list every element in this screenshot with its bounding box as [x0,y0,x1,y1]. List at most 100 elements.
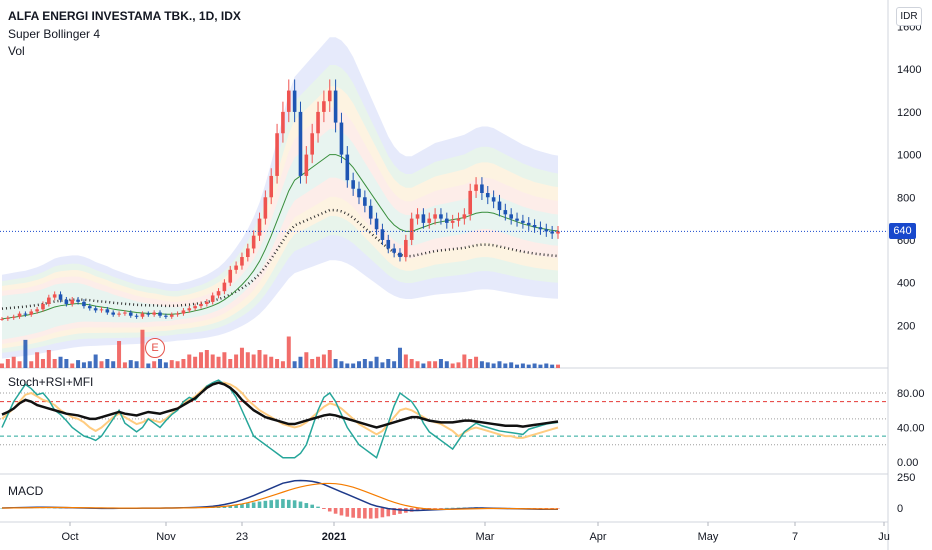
oscillator-panel-label[interactable]: Stoch+RSI+MFI [8,375,94,389]
volume-bar [357,361,362,368]
oscillator-axis-tick-label: 40.00 [897,423,925,435]
candle-body [0,318,4,320]
symbol-title[interactable]: ALFA ENERGI INVESTAMA TBK., 1D, IDX [8,9,241,23]
candle-body [327,90,332,102]
oscillator-axis-tick-label: 80.00 [897,388,925,400]
candle-body [445,218,449,223]
candle-body [351,180,355,189]
volume-bar [298,356,303,368]
candle-body [87,306,92,309]
time-axis-tick-label: Nov [156,531,176,543]
macd-histogram-bar [357,508,361,519]
volume-bar [438,359,443,368]
volume-bar [23,339,28,368]
volume-bar [397,347,402,368]
volume-bar [433,361,438,368]
volume-bar [76,360,81,368]
candle-body [304,154,309,176]
volume-bar [450,363,455,368]
candle-body [450,220,455,223]
candle-body [503,210,508,215]
macd-histogram-bar [339,508,344,516]
candle-body [532,225,537,228]
volume-bar [93,354,98,368]
indicator-super-bollinger[interactable]: Super Bollinger 4 [8,27,101,41]
candle-body [105,309,110,313]
volume-bar [520,363,525,368]
candle-body [41,303,45,310]
candle-body [58,294,63,300]
candle-body [17,313,22,317]
volume-bar [245,352,250,368]
volume-bar [304,352,309,368]
bollinger-basis-line [1,208,559,310]
volume-bar [280,361,285,368]
candle-body [286,90,291,112]
macd-histogram-bar [386,508,391,517]
volume-bar [421,363,426,368]
indicator-volume[interactable]: Vol [8,44,25,58]
volume-bar [292,361,297,368]
price-axis-tick-label: 1600 [897,22,921,34]
candle-body [462,214,467,219]
volume-bar [64,359,69,368]
price-axis-tick-label: 400 [897,278,915,290]
candle-body [485,193,490,198]
volume-bar [152,361,157,368]
volume-bar [81,362,86,368]
volume-bar [216,356,221,368]
candle-body [82,301,86,307]
volume-bar [169,360,174,368]
candle-body [146,313,151,315]
volume-bar [444,361,449,368]
macd-histogram-bar [445,507,449,509]
volume-bar [99,361,104,368]
earnings-badge[interactable]: E [145,338,165,358]
candle-body [415,214,420,219]
price-axis-tick-label: 200 [897,320,915,332]
candle-body [298,111,303,176]
candle-body [345,154,350,181]
volume-bar [474,356,479,368]
candle-body [257,218,262,236]
candle-body [11,316,16,318]
candle-body [205,301,209,304]
volume-bar [17,361,22,368]
macd-histogram-bar [550,508,554,509]
candle-body [386,239,391,249]
volume-bar [269,356,274,368]
candle-body [292,90,297,112]
currency-button[interactable]: IDR [896,7,922,26]
volume-bar [158,359,163,368]
macd-histogram-bar [246,503,250,508]
candle-body [70,299,75,304]
volume-bar [122,362,127,368]
candle-body [480,184,484,193]
volume-bar [222,352,227,368]
macd-histogram-bar [433,508,437,509]
time-axis-tick-label: 7 [792,531,798,543]
volume-bar [105,359,110,368]
macd-histogram-bar [263,500,268,508]
candle-body [152,312,156,315]
candle-body [538,227,543,230]
candle-body [404,239,408,258]
candle-body [421,214,426,223]
price-axis-tick-label: 1000 [897,150,921,162]
macd-histogram-bar [240,504,244,508]
macd-histogram-bar [327,508,332,512]
candle-body [474,184,478,191]
candle-body [246,248,250,258]
candle-body [374,218,379,230]
last-price-tag: 640 [889,223,916,240]
volume-bar [456,362,461,368]
candle-body [128,312,133,316]
candle-body [210,295,215,302]
candle-body [339,122,344,155]
candle-body [175,313,180,315]
candle-body [433,214,437,219]
macd-panel-label[interactable]: MACD [8,484,44,498]
volume-bar [275,359,280,368]
price-axis-tick-label: 800 [897,192,915,204]
